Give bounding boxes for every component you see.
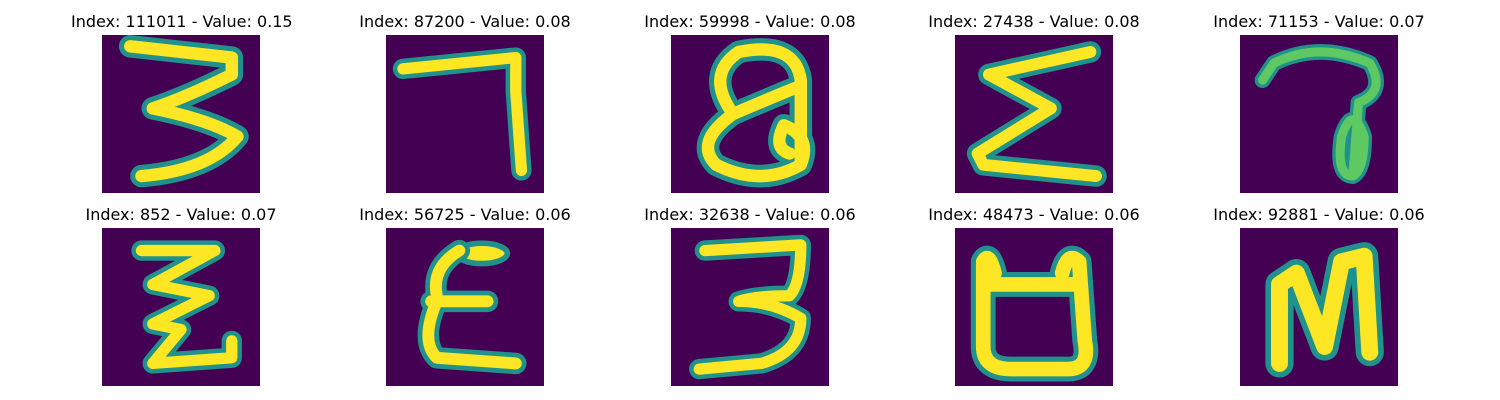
panel-title: Index: 92881 - Value: 0.06 xyxy=(1209,205,1429,225)
image-panel-9: Index: 48473 - Value: 0.06 xyxy=(924,205,1144,395)
glyph-three-image xyxy=(102,35,260,193)
panel-title: Index: 56725 - Value: 0.06 xyxy=(355,205,575,225)
panel-title: Index: 852 - Value: 0.07 xyxy=(71,205,291,225)
panel-title: Index: 32638 - Value: 0.06 xyxy=(640,205,860,225)
panel-title: Index: 48473 - Value: 0.06 xyxy=(924,205,1144,225)
glyph-sigma-image xyxy=(955,35,1113,193)
digit-image xyxy=(386,228,544,386)
image-panel-3: Index: 59998 - Value: 0.08 xyxy=(640,12,860,202)
image-panel-2: Index: 87200 - Value: 0.08 xyxy=(355,12,575,202)
image-panel-8: Index: 32638 - Value: 0.06 xyxy=(640,205,860,395)
glyph-zigzag-image xyxy=(102,228,260,386)
digit-image xyxy=(955,35,1113,193)
glyph-n-image xyxy=(1240,228,1398,386)
panel-title: Index: 59998 - Value: 0.08 xyxy=(640,12,860,32)
digit-image xyxy=(671,228,829,386)
glyph-a-image xyxy=(671,35,829,193)
image-panel-5: Index: 71153 - Value: 0.07 xyxy=(1209,12,1429,202)
digit-image xyxy=(955,228,1113,386)
glyph-e-image xyxy=(386,228,544,386)
panel-title: Index: 111011 - Value: 0.15 xyxy=(71,12,291,32)
image-panel-4: Index: 27438 - Value: 0.08 xyxy=(924,12,1144,202)
digit-image xyxy=(386,35,544,193)
image-panel-1: Index: 111011 - Value: 0.15 xyxy=(71,12,291,202)
digit-image xyxy=(671,35,829,193)
digit-image xyxy=(102,35,260,193)
image-panel-7: Index: 56725 - Value: 0.06 xyxy=(355,205,575,395)
panel-title: Index: 71153 - Value: 0.07 xyxy=(1209,12,1429,32)
glyph-cup-image xyxy=(955,228,1113,386)
glyph-seven-image xyxy=(386,35,544,193)
glyph-three-image xyxy=(671,228,829,386)
image-panel-6: Index: 852 - Value: 0.07 xyxy=(71,205,291,395)
digit-image xyxy=(102,228,260,386)
panel-title: Index: 27438 - Value: 0.08 xyxy=(924,12,1144,32)
digit-image xyxy=(1240,35,1398,193)
digit-image xyxy=(1240,228,1398,386)
image-panel-10: Index: 92881 - Value: 0.06 xyxy=(1209,205,1429,395)
panel-title: Index: 87200 - Value: 0.08 xyxy=(355,12,575,32)
glyph-loop-image xyxy=(1240,35,1398,193)
